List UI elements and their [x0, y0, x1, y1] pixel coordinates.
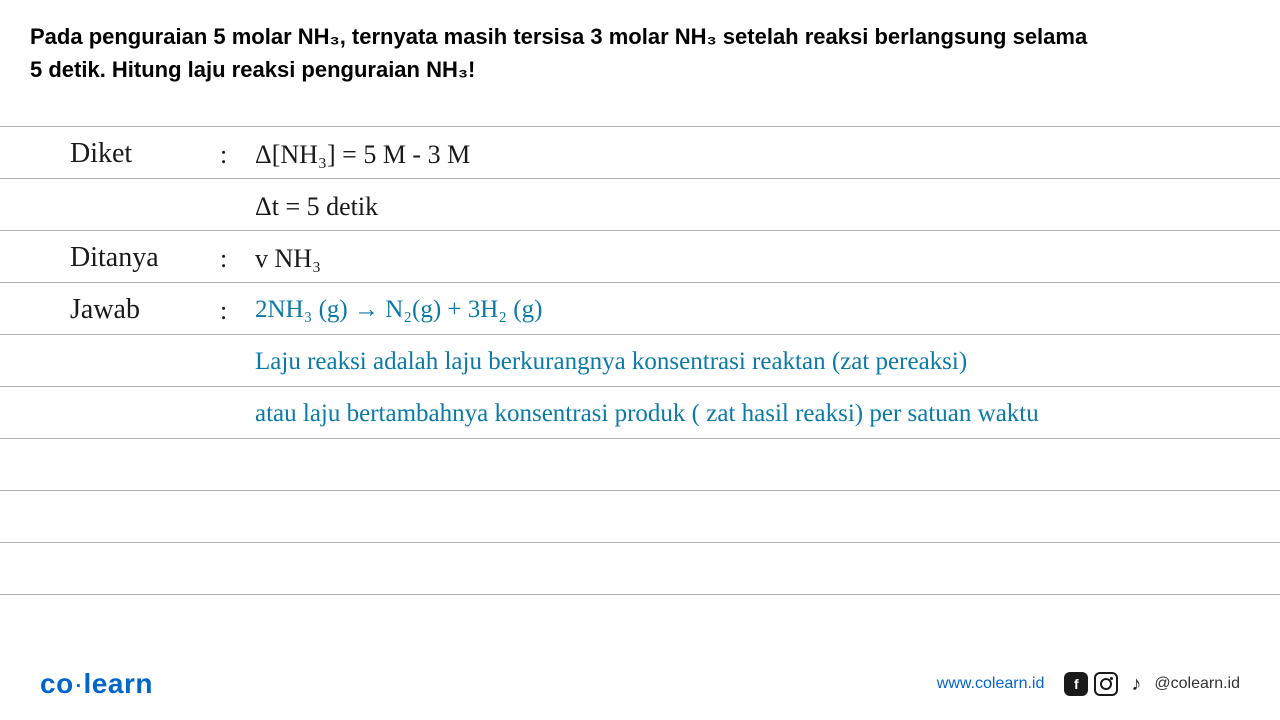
footer: co·learn www.colearn.id f ♪ @colearn.id: [0, 668, 1280, 700]
ruled-line: [0, 230, 1280, 231]
tiktok-icon: ♪: [1124, 672, 1148, 696]
ruled-line: [0, 282, 1280, 283]
facebook-icon: f: [1064, 672, 1088, 696]
ruled-line: [0, 386, 1280, 387]
ruled-line: [0, 490, 1280, 491]
ruled-line: [0, 334, 1280, 335]
question-area: Pada penguraian 5 molar NH₃, ternyata ma…: [0, 0, 1280, 96]
diket-line-1: Δ[NH₃] = 5 M - 3 M: [255, 140, 470, 170]
social-icons: f ♪ @colearn.id: [1064, 672, 1240, 696]
jawab-explanation-2: atau laju bertambahnya konsentrasi produ…: [255, 400, 1039, 428]
colon: :: [220, 296, 227, 326]
ruled-line: [0, 178, 1280, 179]
ruled-line: [0, 126, 1280, 127]
instagram-icon: [1094, 672, 1118, 696]
ditanya-content: v NH₃: [255, 244, 321, 274]
ruled-line: [0, 594, 1280, 595]
logo-learn: learn: [84, 668, 153, 699]
jawab-label: Jawab: [70, 294, 140, 326]
ruled-line: [0, 438, 1280, 439]
logo-dot: ·: [74, 668, 84, 699]
diket-label: Diket: [70, 138, 132, 170]
jawab-equation: 2NH₃ (g) → N₂(g) + 3H₂ (g): [255, 296, 542, 324]
diket-line-2: Δt = 5 detik: [255, 192, 378, 222]
colon: :: [220, 244, 227, 274]
colon: :: [220, 140, 227, 170]
footer-right: www.colearn.id f ♪ @colearn.id: [937, 672, 1240, 696]
notebook-area: Diket : Δ[NH₃] = 5 M - 3 M Δt = 5 detik …: [0, 126, 1280, 646]
website-url: www.colearn.id: [937, 675, 1045, 693]
ruled-line: [0, 542, 1280, 543]
ditanya-label: Ditanya: [70, 242, 159, 274]
social-handle: @colearn.id: [1154, 675, 1240, 693]
logo-co: co: [40, 668, 74, 699]
brand-logo: co·learn: [40, 668, 153, 700]
jawab-explanation-1: Laju reaksi adalah laju berkurangnya kon…: [255, 348, 967, 376]
question-line-2: 5 detik. Hitung laju reaksi penguraian N…: [30, 53, 1250, 86]
question-line-1: Pada penguraian 5 molar NH₃, ternyata ma…: [30, 20, 1250, 53]
